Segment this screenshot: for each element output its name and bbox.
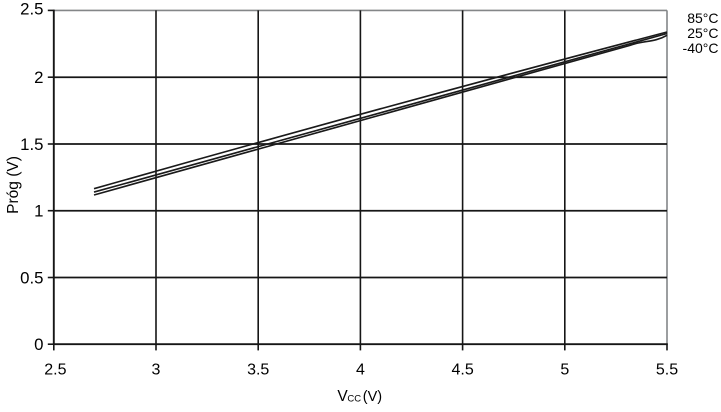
svg-text:85°C: 85°C: [687, 10, 718, 26]
svg-text:2: 2: [34, 68, 43, 87]
svg-text:VCC(V): VCC (V): [337, 388, 382, 405]
svg-text:3: 3: [152, 361, 161, 378]
svg-text:2.5: 2.5: [44, 361, 66, 378]
svg-text:1: 1: [34, 202, 43, 221]
svg-text:5.5: 5.5: [656, 361, 678, 378]
svg-text:3.5: 3.5: [247, 361, 269, 378]
svg-text:0.5: 0.5: [20, 269, 43, 288]
svg-text:25°C: 25°C: [687, 25, 718, 41]
svg-text:1.5: 1.5: [20, 135, 43, 154]
svg-text:5: 5: [560, 361, 569, 378]
svg-text:4: 4: [356, 361, 365, 378]
svg-text:2.5: 2.5: [20, 0, 43, 19]
svg-text:-40°C: -40°C: [683, 40, 719, 56]
svg-text:4.5: 4.5: [451, 361, 473, 378]
svg-text:Próg (V): Próg (V): [5, 156, 22, 214]
svg-text:0: 0: [34, 335, 43, 354]
